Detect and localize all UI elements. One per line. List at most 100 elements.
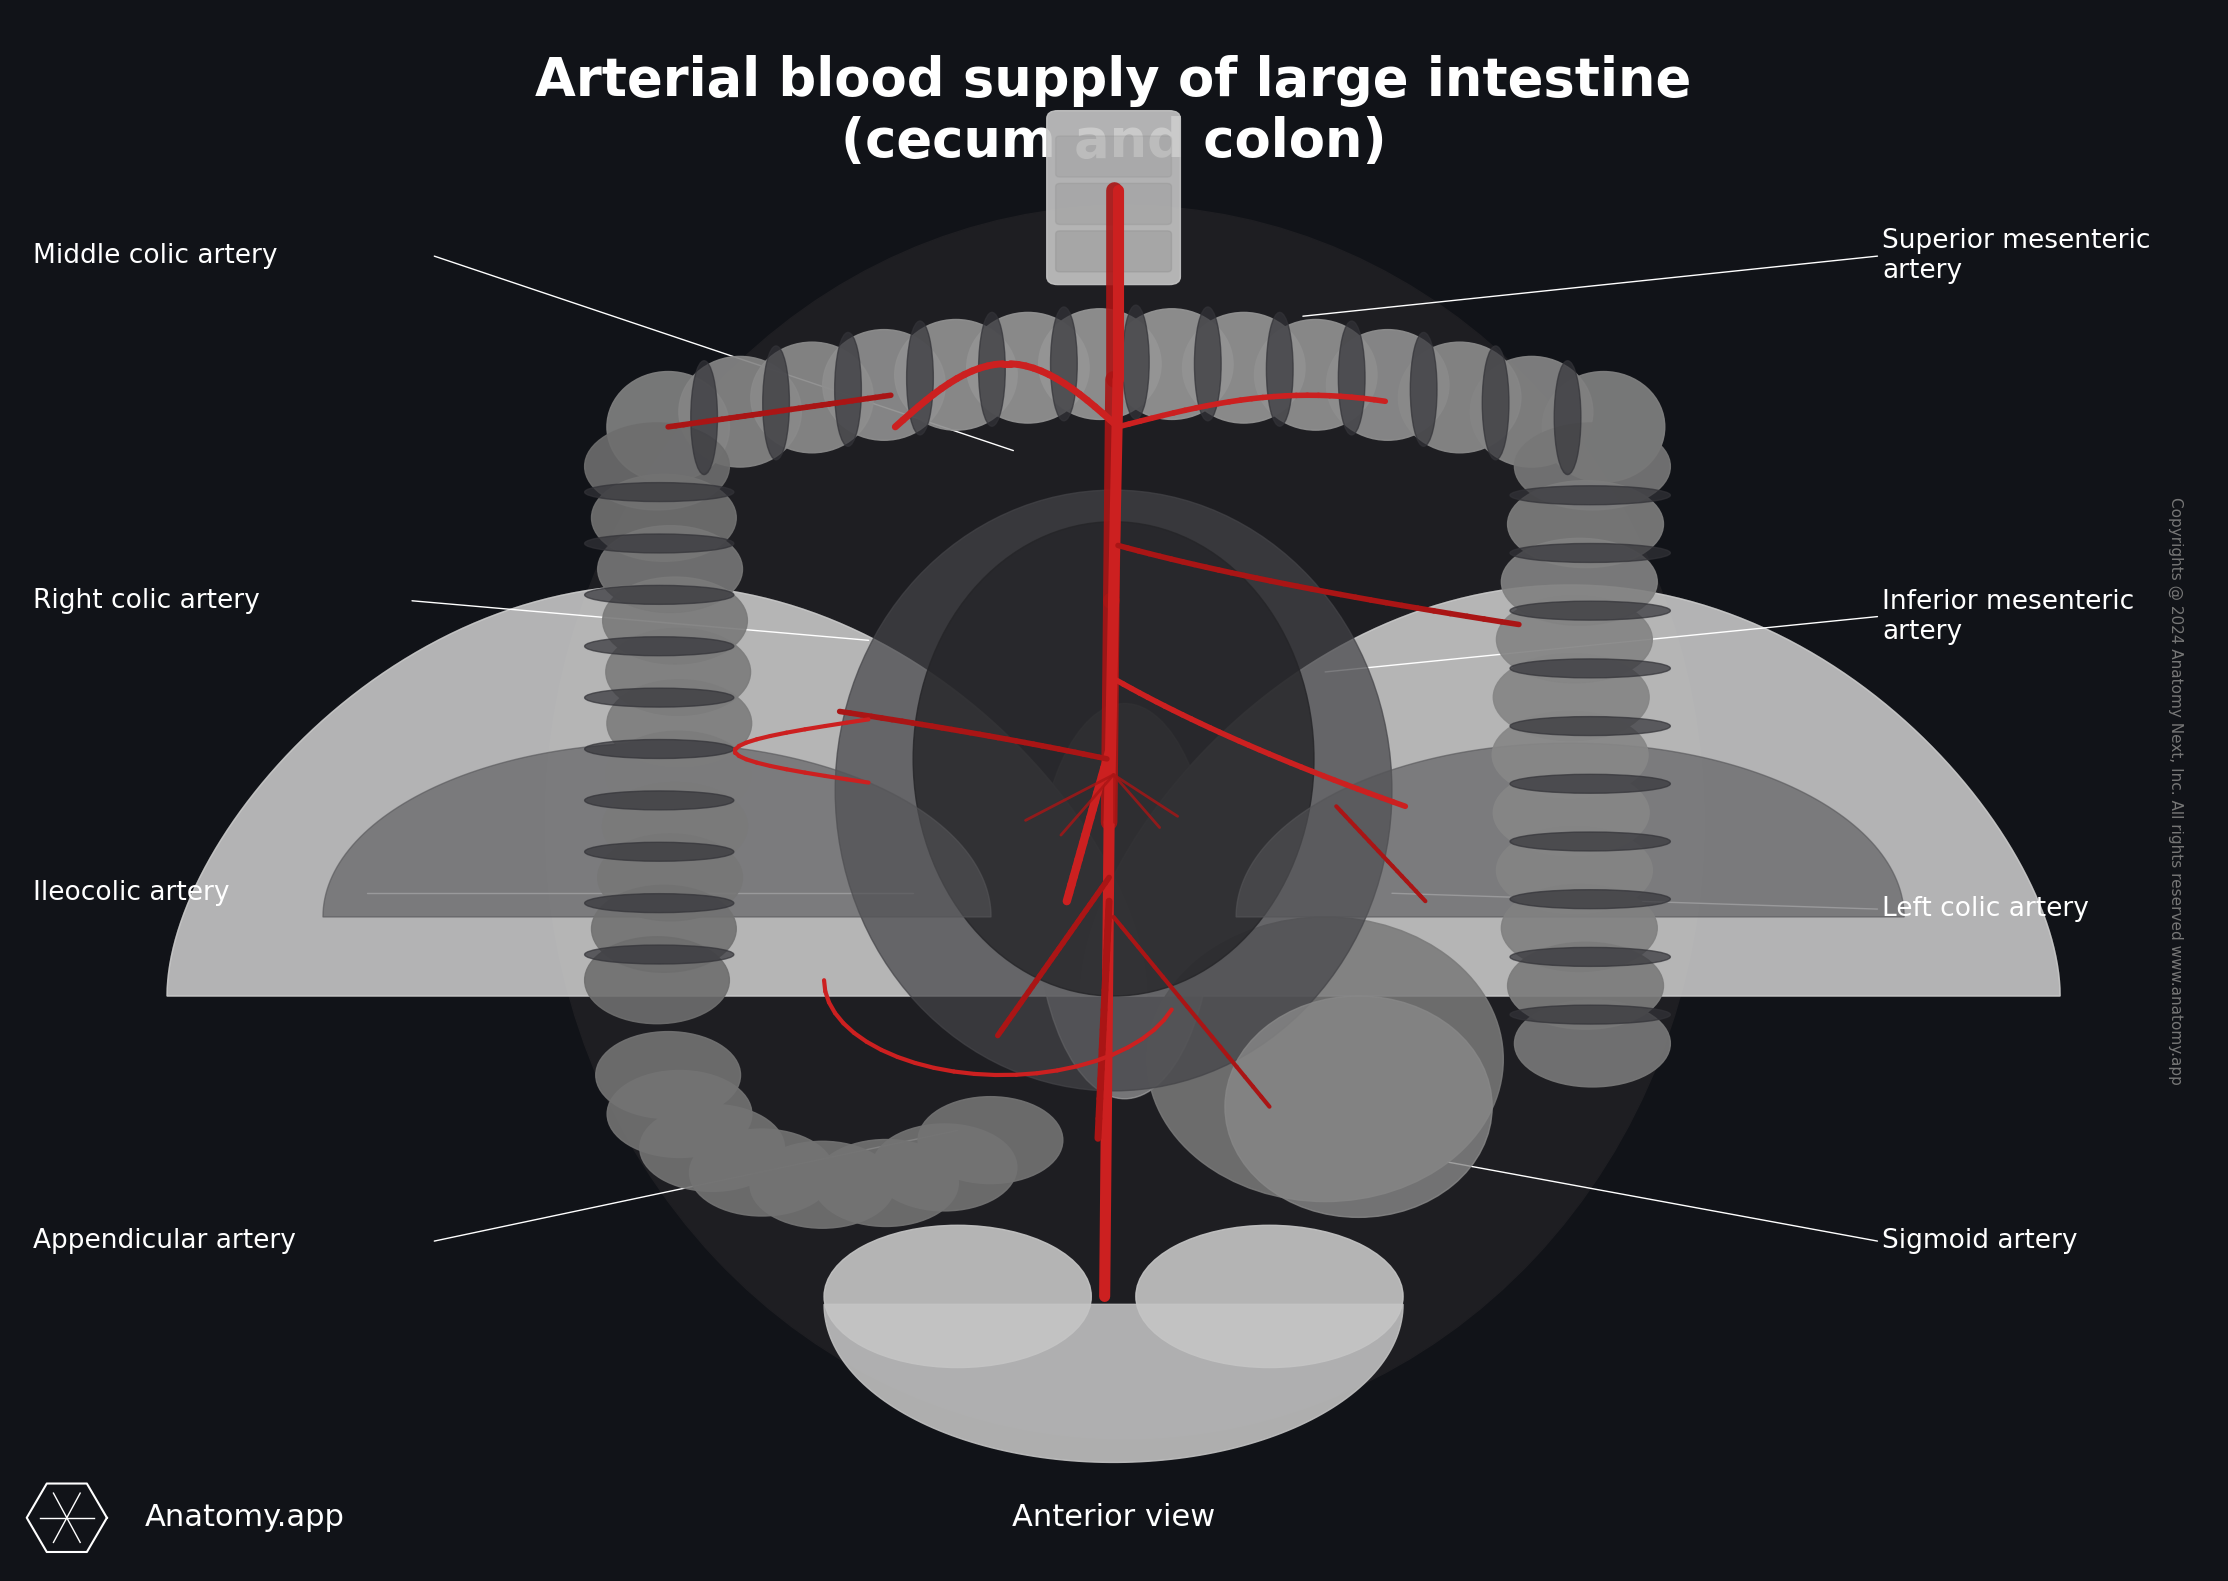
Ellipse shape xyxy=(584,790,733,809)
Text: Right colic artery: Right colic artery xyxy=(33,588,261,613)
FancyBboxPatch shape xyxy=(1056,231,1172,272)
Ellipse shape xyxy=(1493,770,1649,857)
Ellipse shape xyxy=(1502,538,1658,624)
Ellipse shape xyxy=(836,490,1392,1091)
Polygon shape xyxy=(1081,585,2061,996)
Ellipse shape xyxy=(1399,341,1522,452)
Ellipse shape xyxy=(1511,832,1671,851)
Ellipse shape xyxy=(1493,711,1649,798)
Ellipse shape xyxy=(1136,1225,1404,1368)
Ellipse shape xyxy=(584,688,733,707)
FancyBboxPatch shape xyxy=(1056,136,1172,177)
Ellipse shape xyxy=(918,1097,1063,1184)
Ellipse shape xyxy=(1511,947,1671,966)
Ellipse shape xyxy=(824,1225,1092,1368)
Ellipse shape xyxy=(1511,890,1671,909)
Ellipse shape xyxy=(1470,356,1593,466)
Ellipse shape xyxy=(1502,885,1658,971)
Ellipse shape xyxy=(896,319,1018,430)
Ellipse shape xyxy=(584,534,733,553)
Ellipse shape xyxy=(584,637,733,656)
Ellipse shape xyxy=(1036,704,1214,1099)
Ellipse shape xyxy=(1123,305,1150,419)
Text: Sigmoid artery: Sigmoid artery xyxy=(1883,1228,2076,1254)
Text: Anterior view: Anterior view xyxy=(1012,1504,1214,1532)
Polygon shape xyxy=(167,585,1147,996)
Text: Left colic artery: Left colic artery xyxy=(1883,896,2090,922)
Ellipse shape xyxy=(606,680,751,767)
Ellipse shape xyxy=(597,835,742,920)
Ellipse shape xyxy=(1194,307,1221,421)
Ellipse shape xyxy=(907,321,934,435)
Ellipse shape xyxy=(762,346,789,460)
Ellipse shape xyxy=(1508,481,1664,568)
Ellipse shape xyxy=(1511,485,1671,504)
Ellipse shape xyxy=(1508,942,1664,1029)
Ellipse shape xyxy=(584,945,733,964)
Ellipse shape xyxy=(1147,917,1504,1202)
Polygon shape xyxy=(824,1304,1404,1462)
Ellipse shape xyxy=(606,372,729,482)
Text: Middle colic artery: Middle colic artery xyxy=(33,243,278,269)
Ellipse shape xyxy=(691,360,717,474)
Ellipse shape xyxy=(822,329,945,440)
Ellipse shape xyxy=(1555,360,1582,474)
Ellipse shape xyxy=(597,525,742,612)
Ellipse shape xyxy=(1511,775,1671,794)
Ellipse shape xyxy=(813,1140,958,1227)
Polygon shape xyxy=(323,743,991,917)
Polygon shape xyxy=(1237,743,1905,917)
Ellipse shape xyxy=(584,843,733,862)
Ellipse shape xyxy=(584,422,729,509)
Ellipse shape xyxy=(1511,716,1671,735)
Text: Superior mesenteric
artery: Superior mesenteric artery xyxy=(1883,228,2150,285)
Ellipse shape xyxy=(1493,655,1649,740)
Ellipse shape xyxy=(1254,319,1377,430)
Ellipse shape xyxy=(590,474,735,561)
Ellipse shape xyxy=(1038,308,1161,419)
Ellipse shape xyxy=(1511,601,1671,620)
Text: Anatomy.app: Anatomy.app xyxy=(145,1504,345,1532)
Ellipse shape xyxy=(1515,999,1671,1088)
Ellipse shape xyxy=(584,936,729,1024)
FancyBboxPatch shape xyxy=(1056,183,1172,225)
Ellipse shape xyxy=(751,341,873,452)
Ellipse shape xyxy=(1511,1006,1671,1024)
Ellipse shape xyxy=(1511,544,1671,563)
Ellipse shape xyxy=(1110,308,1232,419)
Ellipse shape xyxy=(1183,313,1306,424)
Ellipse shape xyxy=(680,356,802,466)
Ellipse shape xyxy=(584,893,733,912)
Ellipse shape xyxy=(584,585,733,604)
Ellipse shape xyxy=(639,1105,784,1192)
Ellipse shape xyxy=(967,313,1089,424)
Polygon shape xyxy=(167,585,1147,996)
FancyBboxPatch shape xyxy=(1047,111,1181,285)
Ellipse shape xyxy=(1266,313,1292,427)
Ellipse shape xyxy=(1225,996,1493,1217)
Ellipse shape xyxy=(595,1031,740,1119)
Ellipse shape xyxy=(688,1129,833,1216)
Ellipse shape xyxy=(1052,307,1078,421)
Ellipse shape xyxy=(1515,422,1671,509)
Ellipse shape xyxy=(913,522,1315,996)
Ellipse shape xyxy=(836,332,862,446)
Ellipse shape xyxy=(602,783,746,870)
Text: Appendicular artery: Appendicular artery xyxy=(33,1228,296,1254)
Text: Arterial blood supply of large intestine
(cecum and colon): Arterial blood supply of large intestine… xyxy=(535,55,1691,168)
Ellipse shape xyxy=(1326,329,1448,440)
Ellipse shape xyxy=(584,482,733,501)
Ellipse shape xyxy=(546,206,1704,1439)
Ellipse shape xyxy=(1497,596,1653,683)
Ellipse shape xyxy=(606,629,751,715)
Ellipse shape xyxy=(1511,659,1671,678)
Ellipse shape xyxy=(1497,827,1653,914)
Ellipse shape xyxy=(871,1124,1016,1211)
Polygon shape xyxy=(1081,585,2061,996)
Text: Copyrights @ 2024 Anatomy Next, Inc. All rights reserved www.anatomy.app: Copyrights @ 2024 Anatomy Next, Inc. All… xyxy=(2168,496,2183,1085)
Ellipse shape xyxy=(1410,332,1437,446)
Ellipse shape xyxy=(1482,346,1508,460)
Ellipse shape xyxy=(584,740,733,759)
Ellipse shape xyxy=(978,313,1005,427)
Text: Ileocolic artery: Ileocolic artery xyxy=(33,881,229,906)
